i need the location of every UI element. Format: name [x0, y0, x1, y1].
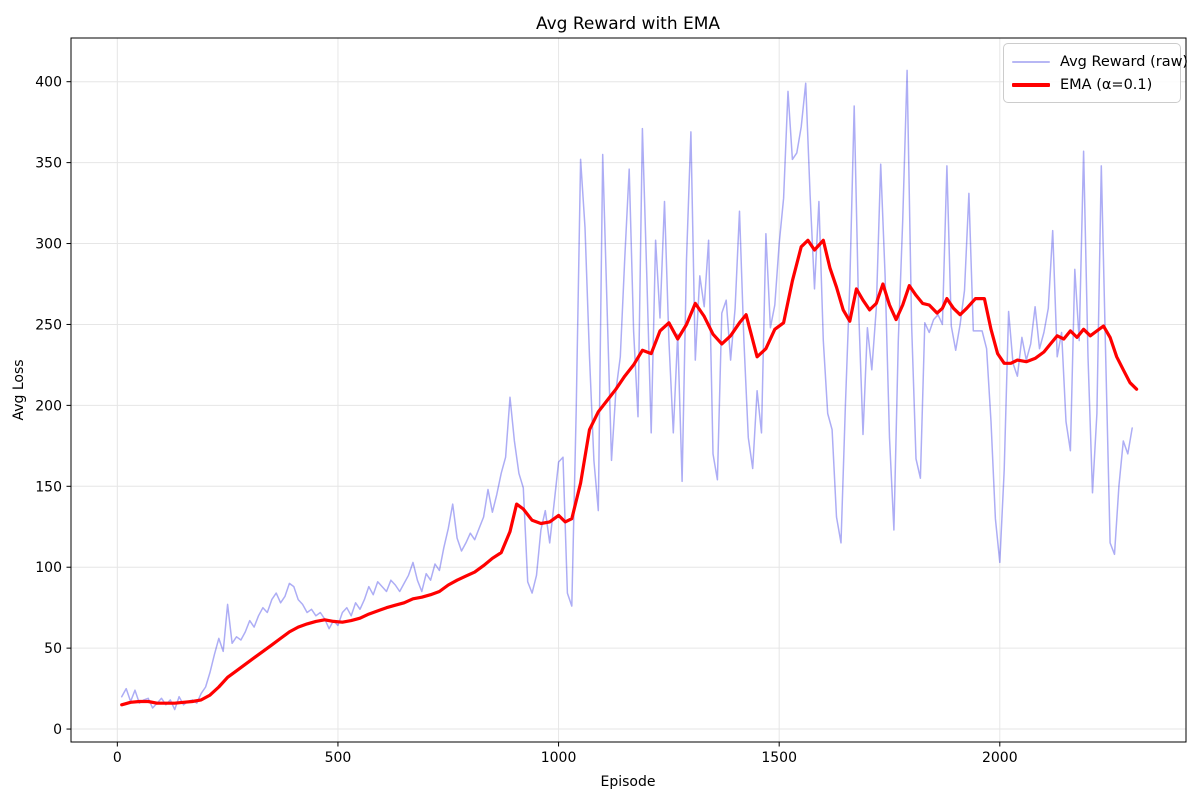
x-tick-label: 0 — [113, 750, 122, 766]
plot-area: 0 500 1000 1500 2000 0 50 100 150 200 250 300 350 400 — [35, 37, 1187, 766]
legend-item-raw: Avg Reward (raw) — [1012, 51, 1188, 73]
y-tick-label: 200 — [35, 398, 62, 414]
legend-label-raw: Avg Reward (raw) — [1060, 53, 1189, 70]
legend-label-ema: EMA (α=0.1) — [1060, 76, 1153, 93]
y-tick-label: 150 — [35, 479, 62, 495]
x-tick-label: 1000 — [541, 750, 577, 766]
y-tick-label: 100 — [35, 560, 62, 576]
chart-title: Avg Reward with EMA — [536, 14, 720, 34]
legend-line-ema — [1012, 82, 1050, 87]
x-tick-label: 2000 — [982, 750, 1018, 766]
axes-border — [70, 37, 1187, 743]
y-tick-label: 250 — [35, 317, 62, 333]
y-tick-label: 400 — [35, 75, 62, 91]
y-tick-label: 300 — [35, 237, 62, 253]
y-axis-label: Avg Loss — [11, 359, 27, 420]
x-axis-label: Episode — [601, 774, 656, 790]
legend-line-raw — [1012, 60, 1050, 63]
y-tick-label: 0 — [53, 722, 62, 738]
y-tick-label: 350 — [35, 156, 62, 172]
legend: Avg Reward (raw) EMA (α=0.1) — [1003, 43, 1188, 103]
series-line-ema — [120, 238, 1139, 707]
x-tick-label: 1500 — [761, 750, 797, 766]
series-line-raw — [120, 69, 1133, 711]
y-tick-label: 50 — [44, 641, 62, 657]
legend-item-ema: EMA (α=0.1) — [1012, 74, 1170, 96]
x-tick-label: 500 — [325, 750, 352, 766]
